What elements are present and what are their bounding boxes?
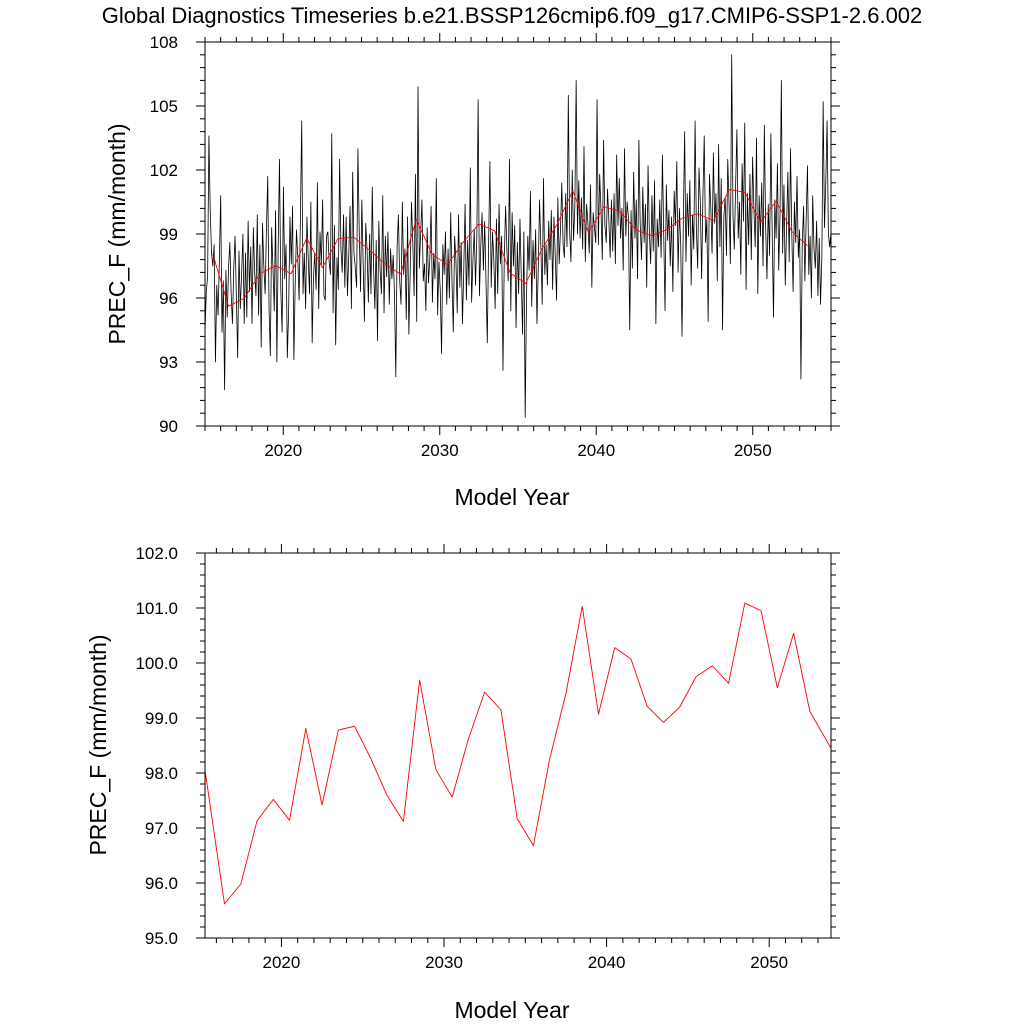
top-ytick-label: 99 (159, 225, 178, 244)
bottom-xtick-label: 2050 (750, 953, 788, 972)
top-xtick-label: 2050 (734, 441, 772, 460)
figure-title: Global Diagnostics Timeseries b.e21.BSSP… (102, 3, 923, 28)
top-series-annual-mean (212, 188, 808, 307)
top-series-monthly (205, 54, 831, 418)
top-ytick-label: 105 (150, 97, 178, 116)
bottom-xtick-label: 2030 (425, 953, 463, 972)
top-xtick-label: 2030 (421, 441, 459, 460)
bottom-panel: Model Year PREC_F (mm/month) 2020 2030 204… (85, 544, 840, 1023)
bottom-series-annual-mean (205, 602, 831, 905)
top-ytick-label: 93 (159, 353, 178, 372)
bottom-ytick-label: 95.0 (145, 929, 178, 948)
top-plot-frame (204, 41, 832, 427)
bottom-xtick-label: 2040 (588, 953, 626, 972)
bottom-xtick-label: 2020 (263, 953, 301, 972)
bottom-x-axis-label: Model Year (454, 997, 569, 1023)
bottom-ytick-label: 102.0 (135, 544, 178, 563)
top-y-axis-label: PREC_F (mm/month) (104, 123, 130, 344)
bottom-ytick-label: 96.0 (145, 874, 178, 893)
top-ytick-label: 102 (150, 161, 178, 180)
bottom-ytick-label: 101.0 (135, 599, 178, 618)
bottom-ytick-label: 97.0 (145, 819, 178, 838)
top-xtick-label: 2040 (577, 441, 615, 460)
bottom-ytick-label: 98.0 (145, 764, 178, 783)
top-xtick-label: 2020 (264, 441, 302, 460)
top-ytick-label: 108 (150, 33, 178, 52)
bottom-y-axis-label: PREC_F (mm/month) (85, 634, 111, 855)
top-panel: Model Year PREC_F (mm/month) 2020 2030 204… (104, 33, 840, 510)
top-ytick-label: 90 (159, 417, 178, 436)
bottom-plot-frame (204, 552, 832, 939)
bottom-ytick-label: 99.0 (145, 709, 178, 728)
top-ytick-label: 96 (159, 289, 178, 308)
top-x-axis-label: Model Year (454, 484, 569, 510)
bottom-ytick-label: 100.0 (135, 654, 178, 673)
